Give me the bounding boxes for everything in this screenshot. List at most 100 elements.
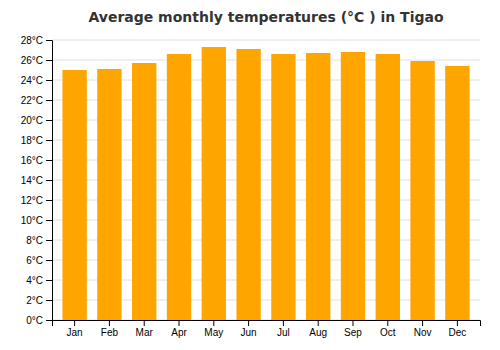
- bar: [62, 70, 86, 320]
- y-tick: 26°C: [21, 55, 52, 66]
- x-tick-label: Jul: [277, 327, 290, 338]
- x-tick-label: Jan: [67, 327, 83, 338]
- x-tick-label: Sep: [344, 327, 362, 338]
- y-tick-mark: [46, 140, 52, 141]
- bar: [97, 69, 121, 320]
- y-tick-label: 6°C: [26, 255, 43, 266]
- x-tick-label: Apr: [171, 327, 187, 338]
- y-tick-label: 4°C: [26, 275, 43, 286]
- x-tick-mark: [248, 320, 249, 326]
- x-tick: Dec: [448, 320, 466, 338]
- grid-line: [52, 40, 480, 41]
- grid-line: [52, 60, 480, 61]
- y-tick: 14°C: [21, 175, 52, 186]
- y-tick: 10°C: [21, 215, 52, 226]
- x-tick: Jan: [67, 320, 83, 338]
- bar: [236, 49, 260, 320]
- grid: [52, 40, 480, 320]
- x-tick: Aug: [309, 320, 327, 338]
- y-tick: 24°C: [21, 75, 52, 86]
- y-tick-mark: [46, 280, 52, 281]
- bar: [306, 53, 330, 320]
- y-tick-label: 16°C: [21, 155, 43, 166]
- y-tick-mark: [46, 80, 52, 81]
- y-tick: 4°C: [26, 275, 52, 286]
- y-tick: 8°C: [26, 235, 52, 246]
- y-tick: 20°C: [21, 115, 52, 126]
- y-tick-label: 10°C: [21, 215, 43, 226]
- y-tick-mark: [46, 260, 52, 261]
- y-tick-label: 24°C: [21, 75, 43, 86]
- y-tick-label: 2°C: [26, 295, 43, 306]
- bar: [271, 54, 295, 320]
- y-tick-label: 14°C: [21, 175, 43, 186]
- x-tick-mark: [74, 320, 75, 326]
- x-tick-label: Oct: [380, 327, 396, 338]
- y-tick-label: 26°C: [21, 55, 43, 66]
- y-tick: 0°C: [26, 315, 52, 326]
- y-axis: 0°C 2°C 4°C 6°C 8°C 10°C 12°C 14°C 16°C 18°C 20°C 2…: [21, 35, 53, 326]
- y-tick-label: 20°C: [21, 115, 43, 126]
- x-tick-label: Aug: [309, 327, 327, 338]
- x-axis-line: [53, 321, 481, 327]
- x-tick-mark: [179, 320, 180, 326]
- x-tick: Nov: [414, 320, 432, 338]
- x-tick-label: May: [204, 327, 223, 338]
- y-tick: 6°C: [26, 255, 52, 266]
- x-tick-mark: [283, 320, 284, 326]
- y-tick: 2°C: [26, 295, 52, 306]
- y-tick-mark: [46, 100, 52, 101]
- chart: Jan Feb Mar Apr May Jun Jul Aug Sep Oct Nov Dec 0°C 2…: [0, 0, 500, 350]
- y-tick-label: 8°C: [26, 235, 43, 246]
- x-tick: Apr: [171, 320, 187, 338]
- y-tick: 22°C: [21, 95, 52, 106]
- y-tick-mark: [46, 200, 52, 201]
- x-tick-mark: [213, 320, 214, 326]
- bar: [341, 52, 365, 320]
- y-axis-line: [46, 41, 53, 321]
- y-tick-mark: [46, 220, 52, 221]
- y-tick-mark: [46, 160, 52, 161]
- y-tick-label: 22°C: [21, 95, 43, 106]
- x-tick: Feb: [101, 320, 119, 338]
- y-tick: 28°C: [21, 35, 52, 46]
- bar: [202, 47, 226, 320]
- y-tick-mark: [46, 240, 52, 241]
- bar: [445, 66, 469, 320]
- bar: [410, 61, 434, 320]
- x-tick-label: Jun: [241, 327, 257, 338]
- x-tick-mark: [144, 320, 145, 326]
- bar: [167, 54, 191, 320]
- bar: [376, 54, 400, 320]
- x-tick: Oct: [380, 320, 396, 338]
- x-tick: Sep: [344, 320, 362, 338]
- y-tick-label: 0°C: [26, 315, 43, 326]
- x-tick: Jun: [241, 320, 257, 338]
- x-tick-mark: [318, 320, 319, 326]
- x-tick-label: Feb: [101, 327, 119, 338]
- x-tick: May: [204, 320, 223, 338]
- x-tick-mark: [457, 320, 458, 326]
- y-tick-mark: [46, 320, 52, 321]
- x-tick-mark: [387, 320, 388, 326]
- x-tick-label: Nov: [414, 327, 432, 338]
- y-tick-mark: [46, 60, 52, 61]
- x-tick-mark: [109, 320, 110, 326]
- y-tick: 18°C: [21, 135, 52, 146]
- x-tick-label: Mar: [136, 327, 154, 338]
- y-tick-label: 28°C: [21, 35, 43, 46]
- y-tick-mark: [46, 180, 52, 181]
- x-tick: Mar: [136, 320, 154, 338]
- y-tick-label: 18°C: [21, 135, 43, 146]
- y-tick-mark: [46, 40, 52, 41]
- title: Average monthly temperatures (°C ) in Ti…: [88, 9, 444, 25]
- x-tick-label: Dec: [448, 327, 466, 338]
- x-tick: Jul: [277, 320, 290, 338]
- y-tick-label: 12°C: [21, 195, 43, 206]
- chart-container: Jan Feb Mar Apr May Jun Jul Aug Sep Oct Nov Dec 0°C 2…: [0, 0, 500, 350]
- x-tick-mark: [422, 320, 423, 326]
- y-tick: 16°C: [21, 155, 52, 166]
- y-tick-mark: [46, 120, 52, 121]
- x-axis: Jan Feb Mar Apr May Jun Jul Aug Sep Oct Nov Dec: [53, 320, 481, 338]
- y-tick-mark: [46, 300, 52, 301]
